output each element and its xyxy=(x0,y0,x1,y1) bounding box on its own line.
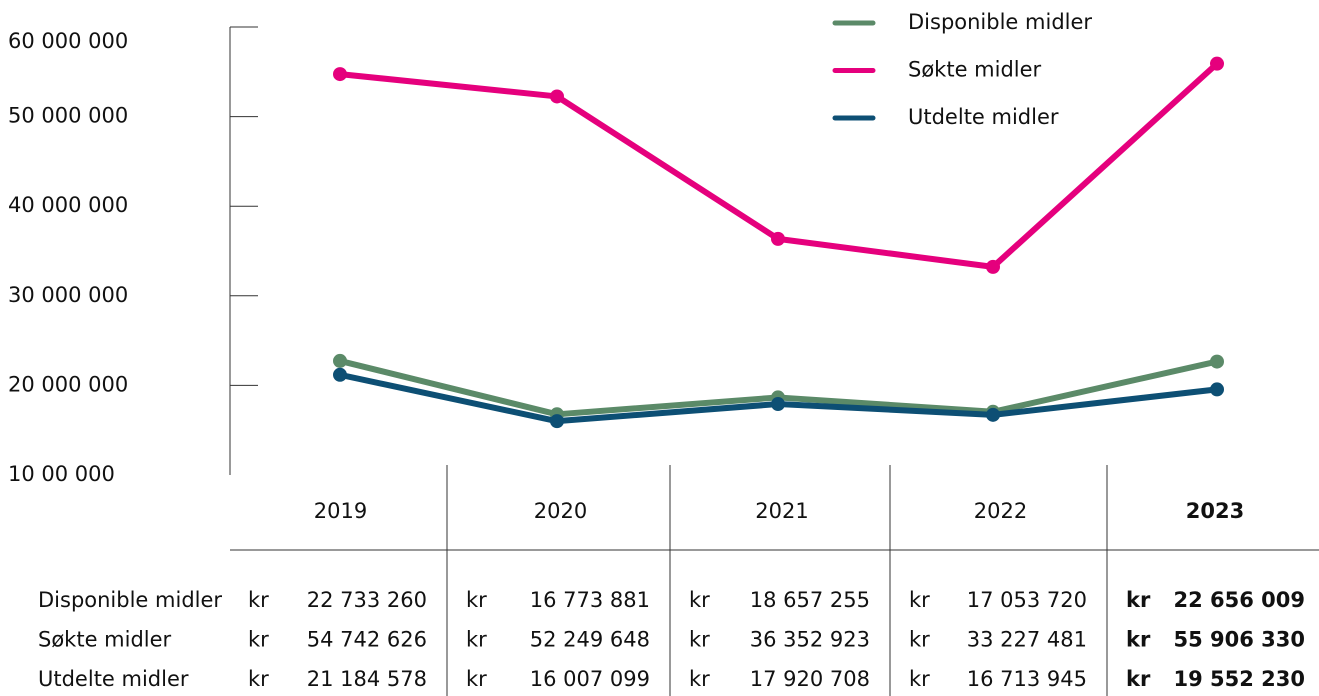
y-tick-label: 50 000 000 xyxy=(8,104,128,128)
x-tick-label: 2021 xyxy=(755,499,808,523)
x-tick-label: 2022 xyxy=(974,499,1027,523)
row-label: Utdelte midler xyxy=(38,667,189,691)
point xyxy=(986,407,1000,422)
value-label: 36 352 923 xyxy=(750,628,870,652)
currency: kr xyxy=(689,667,710,691)
currency: kr xyxy=(248,588,269,612)
y-tick-label: 20 000 000 xyxy=(8,372,128,396)
y-tick-label: 40 000 000 xyxy=(8,193,128,217)
value-label: 16 773 881 xyxy=(530,588,650,612)
currency: kr xyxy=(689,588,710,612)
value-label: 22 656 009 xyxy=(1173,588,1305,612)
value-label: 21 184 578 xyxy=(307,667,427,691)
point xyxy=(771,397,785,412)
value-label: 55 906 330 xyxy=(1173,628,1305,652)
x-tick-label: 2020 xyxy=(534,499,587,523)
value-label: 16 713 945 xyxy=(967,667,1087,691)
currency: kr xyxy=(248,667,269,691)
value-label: 17 053 720 xyxy=(967,588,1087,612)
point xyxy=(1210,56,1224,71)
currency: kr xyxy=(1126,588,1151,612)
legend-label: Utdelte midler xyxy=(908,105,1059,129)
currency: kr xyxy=(466,588,487,612)
currency: kr xyxy=(466,667,487,691)
point xyxy=(333,353,347,368)
point xyxy=(771,231,785,246)
value-label: 16 007 099 xyxy=(530,667,650,691)
point xyxy=(550,89,564,104)
row-label: Søkte midler xyxy=(38,628,172,652)
y-tick-label: 30 000 000 xyxy=(8,283,128,307)
point xyxy=(1210,382,1224,397)
currency: kr xyxy=(466,628,487,652)
currency: kr xyxy=(248,628,269,652)
currency: kr xyxy=(1126,628,1151,652)
point xyxy=(1210,354,1224,369)
value-label: 52 249 648 xyxy=(530,628,650,652)
value-label: 19 552 230 xyxy=(1173,667,1305,691)
point xyxy=(333,367,347,382)
point xyxy=(550,414,564,429)
point xyxy=(986,259,1000,274)
value-label: 33 227 481 xyxy=(967,628,1087,652)
point xyxy=(333,67,347,82)
currency: kr xyxy=(689,628,710,652)
value-label: 17 920 708 xyxy=(750,667,870,691)
currency: kr xyxy=(909,628,930,652)
value-label: 18 657 255 xyxy=(750,588,870,612)
currency: kr xyxy=(909,667,930,691)
x-tick-label: 2019 xyxy=(314,499,367,523)
y-tick-label: 60 000 000 xyxy=(8,29,128,53)
row-label: Disponible midler xyxy=(38,588,222,612)
currency: kr xyxy=(1126,667,1151,691)
legend-label: Søkte midler xyxy=(908,58,1042,82)
value-label: 54 742 626 xyxy=(307,628,427,652)
legend-label: Disponible midler xyxy=(908,10,1092,34)
x-tick-label: 2023 xyxy=(1186,499,1244,523)
currency: kr xyxy=(909,588,930,612)
value-label: 22 733 260 xyxy=(307,588,427,612)
y-tick-label: 10 00 000 xyxy=(8,462,115,486)
